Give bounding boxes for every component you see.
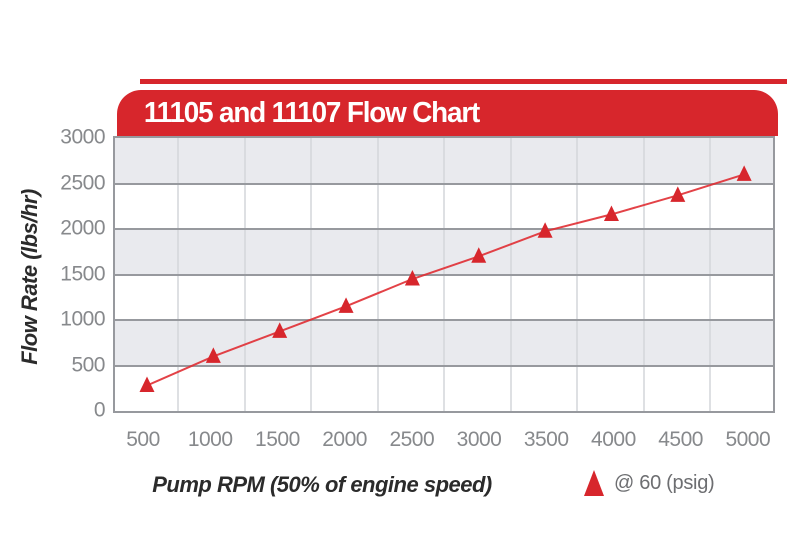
- legend: @ 60 (psig): [584, 470, 715, 496]
- y-tick-label: 2500: [60, 171, 105, 195]
- x-tick-label: 4000: [591, 428, 636, 451]
- y-tick-label: 2000: [60, 216, 105, 240]
- horizontal-gridline: [115, 364, 773, 367]
- page-top-rule: [140, 79, 787, 84]
- x-tick-label: 1500: [255, 428, 300, 451]
- horizontal-gridline: [115, 273, 773, 276]
- series-layer: [139, 165, 752, 393]
- y-tick-label: 0: [93, 398, 106, 422]
- y-tick-label: 1000: [60, 307, 105, 331]
- data-point-marker: [537, 222, 553, 238]
- data-point-marker: [205, 347, 221, 363]
- x-tick-label: 2500: [389, 428, 435, 451]
- chart-title: 11105 and 11107 Flow Chart: [143, 96, 480, 129]
- plot-area: [113, 136, 775, 413]
- x-tick-label: 3000: [456, 428, 502, 451]
- data-point-marker: [139, 376, 155, 393]
- x-tick-label: 2000: [322, 428, 367, 451]
- horizontal-gridline: [115, 228, 773, 230]
- legend-label: @ 60 (psig): [614, 471, 715, 494]
- chart-title-banner: 11105 and 11107 Flow Chart: [117, 90, 778, 136]
- data-point-marker: [338, 297, 354, 313]
- horizontal-gridline: [115, 319, 773, 321]
- data-point-marker: [670, 186, 686, 202]
- y-tick-label: 1500: [60, 262, 105, 286]
- data-point-marker: [404, 270, 420, 286]
- series-line: [146, 173, 745, 387]
- x-tick-label: 1000: [187, 428, 233, 451]
- y-tick-label: 500: [71, 353, 105, 377]
- data-point-marker: [272, 322, 288, 338]
- data-point-marker: [471, 247, 487, 263]
- horizontal-gridline: [115, 182, 773, 185]
- y-axis-title: Flow Rate (lbs/hr): [17, 189, 42, 365]
- data-point-marker: [736, 165, 752, 181]
- x-tick-label: 3500: [523, 428, 569, 451]
- y-tick-label: 3000: [60, 125, 105, 149]
- x-tick-label: 4500: [658, 428, 703, 451]
- legend-triangle-marker-icon: [584, 470, 604, 496]
- x-tick-label: 5000: [725, 428, 771, 451]
- data-point-marker: [603, 205, 619, 221]
- x-tick-label: 500: [126, 428, 160, 451]
- x-axis-title: Pump RPM (50% of engine speed): [152, 472, 492, 497]
